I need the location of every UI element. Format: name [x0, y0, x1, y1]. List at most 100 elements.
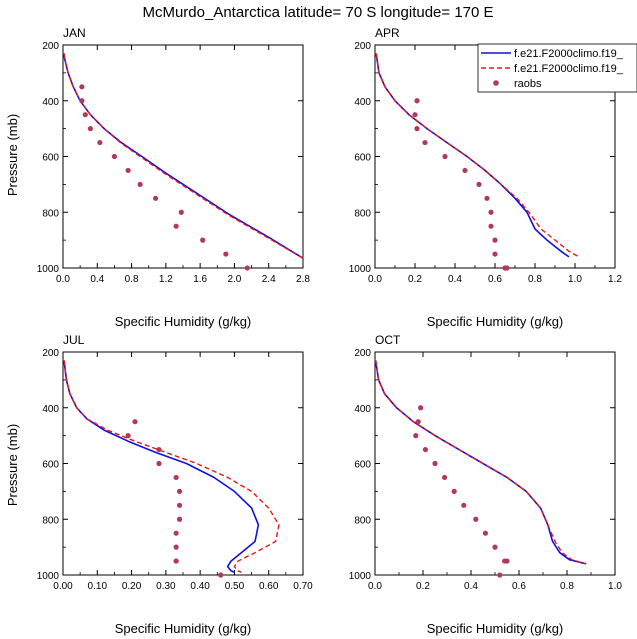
- raobs-point: [492, 251, 498, 257]
- raobs-point: [492, 237, 498, 243]
- x-tick-label: 0.10: [88, 581, 108, 592]
- panel-label: OCT: [375, 333, 401, 347]
- raobs-point: [176, 502, 183, 508]
- y-axis-label: Pressure (mb): [5, 114, 20, 196]
- raobs-point: [125, 167, 131, 174]
- x-tick-label: 0.00: [53, 581, 73, 592]
- raobs-point: [178, 209, 184, 215]
- x-tick-label: 2.0: [227, 274, 241, 285]
- raobs-point: [132, 419, 138, 425]
- y-tick-label: 200: [42, 348, 59, 359]
- raobs-point: [412, 112, 418, 118]
- raobs-point: [137, 181, 143, 187]
- x-tick-label: 0.0: [368, 581, 382, 592]
- raobs-point: [176, 516, 183, 522]
- legend-box: [477, 43, 637, 93]
- plot-frame: [62, 44, 304, 269]
- raobs-point: [223, 251, 229, 257]
- raobs-point: [156, 446, 162, 453]
- y-tick-label: 600: [42, 460, 59, 471]
- raobs-point: [462, 167, 468, 174]
- x-tick-label: 0.8: [125, 274, 139, 285]
- y-tick-label: 200: [354, 41, 371, 52]
- series-line-dashed: [375, 53, 580, 258]
- raobs-point: [125, 433, 131, 439]
- x-tick-label: 2.8: [296, 274, 310, 285]
- raobs-point: [176, 488, 183, 494]
- y-tick-label: 1000: [37, 571, 60, 582]
- series-line-dashed: [63, 360, 280, 573]
- raobs-point: [442, 474, 448, 481]
- panel-oct: OCT Specific Humidity (g/kg) 0.0 0.2 0.4 0.…: [349, 333, 623, 636]
- x-tick-label: 0.2: [408, 274, 422, 285]
- raobs-point: [200, 237, 206, 243]
- x-tick-label: 0.6: [488, 274, 502, 285]
- y-tick-label: 600: [42, 153, 59, 164]
- legend: f.e21.F2000climo.f19_ f.e21.F2000climo.f…: [477, 43, 637, 93]
- raobs-point: [415, 419, 421, 425]
- plot-frame: [374, 351, 616, 576]
- raobs-point: [482, 530, 488, 536]
- raobs-point: [504, 558, 510, 564]
- raobs-point: [492, 544, 498, 550]
- x-tick-label: 1.0: [568, 274, 582, 285]
- raobs-point: [79, 84, 85, 90]
- raobs-point: [442, 153, 448, 160]
- plot-frame: [62, 351, 304, 576]
- y-tick-label: 1000: [37, 264, 60, 275]
- raobs-point: [156, 460, 162, 467]
- raobs-point: [173, 474, 179, 481]
- legend-swatch-marker: [493, 80, 499, 86]
- y-tick-label: 600: [354, 460, 371, 471]
- raobs-point: [497, 572, 503, 578]
- raobs-point: [414, 98, 420, 104]
- raobs-point: [422, 139, 428, 146]
- x-tick-label: 0.8: [528, 274, 542, 285]
- x-tick-label: 0.2: [416, 581, 430, 592]
- x-tick-label: 1.6: [193, 274, 207, 285]
- x-tick-label: 0.70: [293, 581, 313, 592]
- raobs-point: [87, 126, 94, 132]
- y-tick-label: 400: [354, 404, 371, 415]
- series-line-solid: [63, 360, 260, 573]
- legend-entry: f.e21.F2000climo.f19_: [514, 63, 624, 75]
- y-tick-label: 600: [354, 153, 371, 164]
- legend-entry: f.e21.F2000climo.f19_: [514, 48, 624, 60]
- y-tick-label: 400: [354, 97, 371, 108]
- y-tick-label: 1000: [349, 571, 372, 582]
- x-tick-label: 0.4: [464, 581, 478, 592]
- raobs-point: [488, 223, 494, 229]
- x-tick-label: 0.6: [512, 581, 526, 592]
- x-axis-label: Specific Humidity (g/kg): [427, 314, 564, 329]
- x-axis-label: Specific Humidity (g/kg): [427, 621, 564, 636]
- y-tick-label: 400: [42, 404, 59, 415]
- raobs-point: [432, 460, 438, 467]
- x-tick-label: 0.50: [225, 581, 245, 592]
- y-tick-label: 400: [42, 97, 59, 108]
- raobs-point: [97, 139, 103, 146]
- raobs-point: [79, 98, 85, 104]
- raobs-point: [82, 112, 88, 118]
- raobs-point: [111, 153, 118, 160]
- x-tick-label: 0.20: [122, 581, 142, 592]
- x-tick-label: 0.0: [368, 274, 382, 285]
- raobs-point: [418, 405, 424, 411]
- raobs-point: [218, 572, 224, 578]
- x-axis-label: Specific Humidity (g/kg): [115, 621, 252, 636]
- raobs-point: [422, 446, 428, 453]
- panel-jul: JUL Pressure (mb) Specific Humidity (g/k…: [5, 333, 313, 636]
- panel-label: JUL: [63, 333, 85, 347]
- legend-entry: raobs: [514, 78, 542, 90]
- y-tick-label: 200: [354, 348, 371, 359]
- x-tick-label: 1.2: [608, 274, 622, 285]
- raobs-point: [413, 433, 419, 439]
- raobs-point: [173, 558, 179, 564]
- raobs-point: [173, 530, 179, 536]
- raobs-point: [461, 502, 467, 508]
- raobs-point: [473, 516, 479, 522]
- raobs-point: [484, 195, 490, 201]
- x-tick-label: 1.0: [608, 581, 622, 592]
- panel-label: JAN: [63, 26, 86, 40]
- x-tick-label: 0.4: [90, 274, 104, 285]
